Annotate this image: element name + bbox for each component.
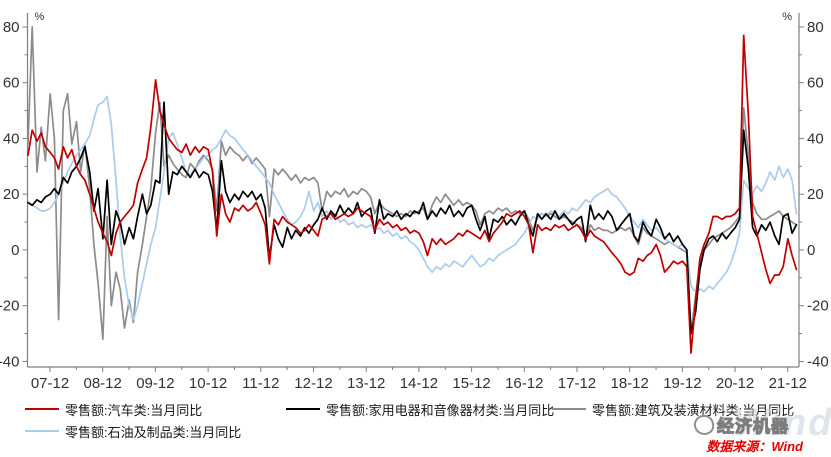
- x-tick-label: 17-12: [558, 375, 596, 392]
- x-tick-label: 16-12: [505, 375, 543, 392]
- x-tick-label: 18-12: [610, 375, 648, 392]
- x-tick-label: 15-12: [452, 375, 490, 392]
- y-tick-label-left: 20: [3, 186, 20, 203]
- data-source-note: 数据来源：Wind: [706, 439, 803, 454]
- x-tick-label: 21-12: [769, 375, 807, 392]
- brand-watermark-text: 经济机器: [717, 417, 789, 437]
- x-tick-label: 20-12: [716, 375, 754, 392]
- x-tick-label: 19-12: [663, 375, 701, 392]
- y-tick-label-right: 80: [807, 19, 824, 36]
- legend-item-auto: 零售额:汽车类:当月同比: [25, 401, 203, 418]
- y-tick-label-right: -20: [807, 298, 829, 315]
- brand-logo-icon: [692, 412, 716, 437]
- legend-marker-building-materials: [552, 408, 586, 410]
- x-tick-label: 12-12: [294, 375, 332, 392]
- y-tick-label-left: 40: [3, 130, 20, 147]
- y-tick-label-left: -20: [0, 298, 20, 315]
- legend-item-building-materials: 零售额:建筑及装潢材料类:当月同比: [552, 401, 795, 418]
- brand-watermark: 经济机器: [692, 412, 789, 437]
- wind-watermark: Wind: [733, 402, 831, 444]
- series-line-appliances: [27, 101, 798, 335]
- legend-item-appliances: 零售额:家用电器和音像器材类:当月同比: [286, 401, 555, 418]
- legend-label-auto: 零售额:汽车类:当月同比: [65, 402, 203, 418]
- legend-label-building-materials: 零售额:建筑及装潢材料类:当月同比: [592, 402, 795, 418]
- x-tick-label: 14-12: [400, 375, 438, 392]
- y-tick-label-right: 0: [807, 242, 815, 259]
- y-tick-label-right: 60: [807, 75, 824, 92]
- y-tick-label-right: -40: [807, 353, 829, 370]
- legend-item-petroleum: 零售额:石油及制品类:当月同比: [25, 423, 242, 440]
- legend-label-petroleum: 零售额:石油及制品类:当月同比: [65, 424, 242, 440]
- x-tick-label: 11-12: [242, 375, 279, 392]
- x-tick-label: 08-12: [84, 375, 122, 392]
- y-tick-label-left: 80: [3, 19, 20, 36]
- series-line-building-materials: [27, 26, 798, 340]
- legend-label-appliances: 零售额:家用电器和音像器材类:当月同比: [326, 402, 555, 418]
- y-tick-label-right: 20: [807, 186, 824, 203]
- y-tick-label-left: 60: [3, 75, 20, 92]
- y-tick-label-left: 0: [11, 242, 19, 259]
- x-tick-label: 13-12: [347, 375, 385, 392]
- legend-marker-appliances: [286, 408, 320, 410]
- x-tick-label: 10-12: [189, 375, 227, 392]
- series-line-petroleum: [27, 95, 798, 321]
- x-tick-label: 09-12: [136, 375, 174, 392]
- y-tick-label-left: -40: [0, 353, 20, 370]
- y-tick-label-right: 40: [807, 130, 824, 147]
- legend-marker-auto: [25, 408, 59, 410]
- y-axis-unit-right: %: [782, 11, 792, 23]
- legend-marker-petroleum: [25, 430, 59, 432]
- y-axis-unit-left: %: [35, 11, 45, 23]
- x-tick-label: 07-12: [31, 375, 69, 392]
- series-line-auto: [27, 34, 798, 354]
